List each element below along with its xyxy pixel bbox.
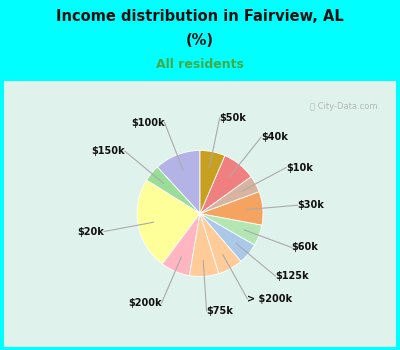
Text: $50k: $50k xyxy=(220,113,246,123)
Text: $40k: $40k xyxy=(261,132,288,142)
Wedge shape xyxy=(146,167,200,214)
Wedge shape xyxy=(200,150,225,214)
Wedge shape xyxy=(200,177,259,214)
Text: ⓘ City-Data.com: ⓘ City-Data.com xyxy=(310,102,377,111)
Text: > $200k: > $200k xyxy=(247,294,292,304)
Text: $200k: $200k xyxy=(128,298,162,308)
Text: (%): (%) xyxy=(186,33,214,48)
Wedge shape xyxy=(190,214,219,276)
Wedge shape xyxy=(200,214,262,245)
Text: $100k: $100k xyxy=(131,118,164,127)
Text: Income distribution in Fairview, AL: Income distribution in Fairview, AL xyxy=(56,9,344,24)
Wedge shape xyxy=(200,191,263,225)
Wedge shape xyxy=(200,156,251,214)
Wedge shape xyxy=(200,214,254,261)
Wedge shape xyxy=(137,180,200,264)
Text: $75k: $75k xyxy=(206,306,234,316)
Text: $60k: $60k xyxy=(292,243,318,252)
Wedge shape xyxy=(200,214,241,274)
Text: $10k: $10k xyxy=(286,162,313,173)
Text: $30k: $30k xyxy=(297,200,324,210)
Text: $20k: $20k xyxy=(77,226,104,237)
Text: $125k: $125k xyxy=(275,271,309,281)
Text: All residents: All residents xyxy=(156,58,244,71)
Wedge shape xyxy=(157,150,200,214)
Text: $150k: $150k xyxy=(91,146,125,156)
Wedge shape xyxy=(162,214,200,275)
